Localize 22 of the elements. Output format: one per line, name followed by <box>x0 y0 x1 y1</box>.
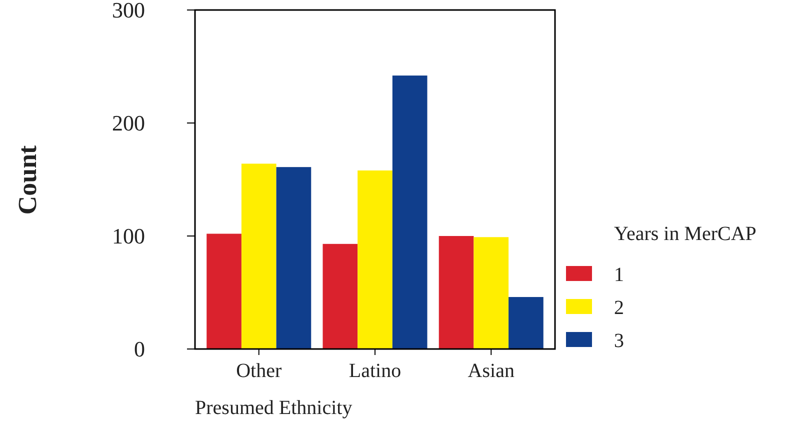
y-tick-label: 100 <box>112 224 145 249</box>
bar <box>358 170 392 349</box>
bar <box>276 167 312 349</box>
bar <box>241 164 276 349</box>
bar <box>474 237 509 349</box>
y-tick-label: 200 <box>112 110 145 136</box>
x-axis-title: Presumed Ethnicity <box>195 397 352 419</box>
x-tick-label: Asian <box>468 360 514 382</box>
legend-label: 3 <box>614 330 624 352</box>
y-axis-title: Count <box>13 144 42 215</box>
bar <box>392 76 428 349</box>
y-tick-label: 0 <box>134 336 145 362</box>
legend-label: 1 <box>614 264 624 286</box>
y-tick-label: 300 <box>112 0 145 23</box>
legend-title: Years in MerCAP <box>614 223 756 245</box>
x-tick-label: Latino <box>348 360 402 382</box>
legend-label: 2 <box>614 297 624 319</box>
x-tick-label: Other <box>236 360 282 382</box>
bar <box>438 236 474 349</box>
bar <box>206 234 242 349</box>
bar <box>322 244 358 349</box>
bar <box>508 297 544 349</box>
